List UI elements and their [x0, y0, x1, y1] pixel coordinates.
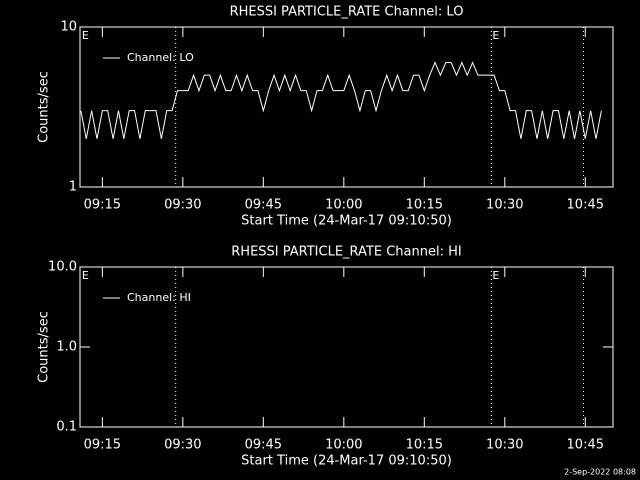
- x-tick-label: 10:00: [325, 198, 362, 213]
- annotation: E: [492, 269, 499, 282]
- annotation: E: [82, 29, 89, 42]
- x-tick-label: 09:15: [84, 198, 121, 213]
- y-tick-label: 1: [69, 180, 77, 195]
- x-tick-label: 10:45: [567, 438, 604, 453]
- chart-title: RHESSI PARTICLE_RATE Channel: HI: [231, 245, 461, 260]
- x-tick-label: 10:15: [406, 438, 443, 453]
- y-axis-label: Counts/sec: [37, 71, 52, 143]
- x-tick-label: 09:15: [84, 438, 121, 453]
- x-tick-label: 09:45: [245, 438, 282, 453]
- x-tick-label: 09:30: [164, 198, 201, 213]
- y-tick-label: 10.0: [48, 260, 77, 275]
- x-axis-label: Start Time (24-Mar-17 09:10:50): [241, 454, 452, 469]
- annotation: E: [82, 269, 89, 282]
- x-tick-label: 10:15: [406, 198, 443, 213]
- legend-label: Channel: LO: [127, 51, 194, 64]
- annotation: E: [492, 29, 499, 42]
- y-tick-label: 10: [60, 20, 77, 35]
- x-tick-label: 10:30: [486, 438, 523, 453]
- plot-frame: [79, 26, 614, 188]
- x-tick-label: 09:30: [164, 438, 201, 453]
- x-tick-label: 10:45: [567, 198, 604, 213]
- legend-label: Channel: HI: [127, 291, 191, 304]
- x-tick-label: 09:45: [245, 198, 282, 213]
- data-line: [80, 61, 602, 139]
- x-tick-label: 10:00: [325, 438, 362, 453]
- x-tick-label: 10:30: [486, 198, 523, 213]
- y-axis-label: Counts/sec: [37, 311, 52, 383]
- y-tick-label: 0.1: [56, 420, 77, 435]
- y-tick-label: 1.0: [56, 340, 77, 355]
- chart-title: RHESSI PARTICLE_RATE Channel: LO: [230, 5, 464, 20]
- timestamp: 2-Sep-2022 08:08: [564, 468, 636, 477]
- x-axis-label: Start Time (24-Mar-17 09:10:50): [241, 214, 452, 229]
